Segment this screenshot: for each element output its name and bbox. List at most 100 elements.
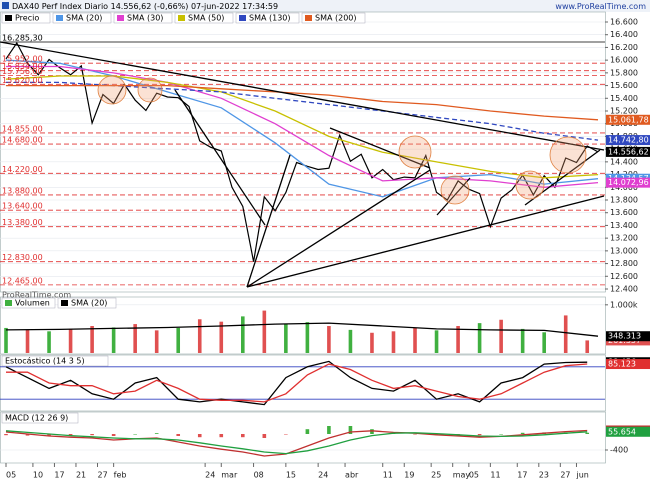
x-tick-label: 27 — [560, 471, 570, 480]
y-tick-label: 13.200 — [610, 234, 638, 243]
bar — [68, 328, 73, 353]
x-tick-label: jun — [575, 471, 588, 480]
value-badge — [606, 359, 650, 370]
highlight-circle — [398, 135, 432, 169]
x-tick-label: mar — [221, 471, 238, 480]
bar — [327, 426, 331, 434]
legend-label: SMA (20) — [71, 299, 107, 308]
x-tick-label: may — [453, 471, 471, 480]
legend-label: SMA (130) — [249, 14, 291, 23]
bar — [563, 315, 568, 353]
bar — [4, 434, 8, 436]
bar — [47, 434, 51, 436]
x-tick-label: 24 — [205, 471, 215, 480]
level-label: 12.830,00 — [2, 253, 43, 262]
bar — [197, 319, 202, 353]
legend-box — [57, 297, 117, 309]
bar — [413, 327, 417, 353]
bar — [154, 433, 159, 434]
line-series — [6, 363, 588, 403]
legend-box — [1, 355, 109, 367]
y-tick-label: 12.400 — [610, 285, 638, 294]
bar — [284, 324, 288, 353]
y-tick-label: 1.000k — [610, 300, 638, 309]
x-tick-label: 17 — [517, 471, 527, 480]
x-tick-label: 08 — [254, 471, 264, 480]
bar — [370, 332, 374, 353]
highlight-circle — [549, 136, 587, 174]
x-tick-label: 17 — [54, 471, 64, 480]
level-label: 12.465,00 — [2, 276, 43, 285]
level-label: 15.620,00 — [2, 76, 43, 85]
line-series — [5, 59, 599, 198]
bar — [219, 434, 224, 438]
level-label: 13.380,00 — [2, 218, 43, 227]
x-tick-label: abr — [345, 471, 359, 480]
y-tick-label: 15.600 — [610, 81, 638, 90]
bar — [391, 331, 396, 353]
bar — [585, 340, 590, 353]
line-series — [6, 84, 599, 121]
legend-box — [235, 12, 300, 24]
y-tick-label: 16.600 — [610, 18, 638, 27]
y-tick-label: 12.600 — [610, 272, 638, 281]
y-tick-label: -400 — [610, 446, 628, 455]
line-series — [5, 41, 599, 262]
bar — [585, 432, 590, 434]
panel — [0, 11, 606, 293]
y-tick-label: 13.800 — [610, 196, 638, 205]
bar — [241, 316, 245, 353]
plot-area — [0, 11, 606, 464]
highlight-circle — [440, 175, 470, 205]
highlight-circle — [515, 170, 545, 200]
line-series — [6, 65, 599, 188]
value-badge — [606, 331, 650, 342]
trend-line — [0, 41, 605, 151]
trend-line — [524, 149, 601, 206]
value-badge — [606, 114, 650, 125]
bar — [434, 330, 439, 353]
bar — [241, 434, 245, 438]
bar — [477, 323, 482, 353]
bar — [25, 434, 30, 436]
legend-label: SMA (20) — [66, 14, 102, 23]
x-tick-label: 15 — [286, 471, 296, 480]
panel-title: MACD (12 26 9) — [5, 414, 68, 423]
bar — [348, 426, 353, 434]
value-badge-label: 14.072,96 — [608, 178, 649, 187]
legend-label: SMA (200) — [315, 14, 357, 23]
bar — [499, 319, 503, 353]
line-series — [5, 75, 599, 179]
level-label: 16.285,30 — [2, 34, 43, 43]
bar — [477, 434, 482, 436]
y-tick-label: 16.400 — [610, 30, 638, 39]
x-tick-label: 21 — [76, 471, 86, 480]
y-tick-label: 14.400 — [610, 157, 638, 166]
level-label: 15.952,00 — [2, 55, 43, 64]
bar — [197, 434, 202, 438]
value-badge — [606, 146, 650, 157]
value-badge-label: 14.742,80 — [608, 136, 649, 145]
y-tick-label: 13.000 — [610, 246, 638, 255]
trend-line — [174, 89, 266, 226]
value-badge-label: 348.313 — [608, 332, 641, 341]
value-badge — [606, 177, 650, 188]
y-tick-label: 15.400 — [610, 94, 638, 103]
bar — [154, 330, 159, 353]
legend-label: SMA (50) — [188, 14, 224, 23]
legend-swatch — [239, 15, 246, 21]
value-badge-label: 55.654 — [608, 427, 636, 436]
header-icon — [2, 2, 9, 9]
x-tick-label: 24 — [318, 471, 328, 480]
header-site: www.ProRealTime.com — [555, 2, 646, 11]
x-tick-label: 05 — [469, 471, 479, 480]
x-tick-label: 10 — [33, 471, 43, 480]
value-badge — [606, 135, 650, 146]
header-bar — [0, 0, 650, 12]
x-tick-label: 11 — [490, 471, 500, 480]
legend-box — [1, 12, 51, 24]
bar — [176, 434, 181, 436]
bar — [499, 434, 503, 435]
